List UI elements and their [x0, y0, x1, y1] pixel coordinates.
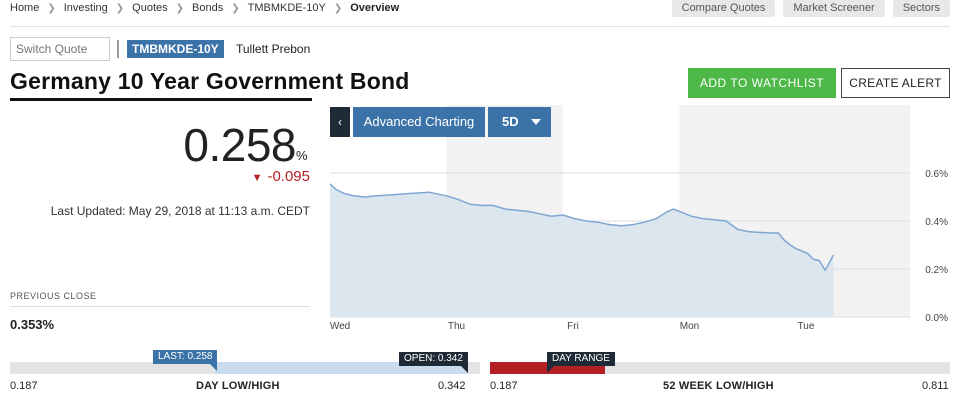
- chevron-right-icon: ❯: [333, 2, 343, 14]
- x-tick-label: Wed: [330, 321, 350, 332]
- price-chart[interactable]: 0.6% 0.4% 0.2% 0.0% Wed Thu Fri Mon Tue: [330, 105, 960, 335]
- chevron-right-icon: ❯: [175, 2, 185, 14]
- add-to-watchlist-button[interactable]: ADD TO WATCHLIST: [688, 68, 836, 98]
- breadcrumb-current: Overview: [350, 2, 400, 14]
- week52-low-value: 0.187: [490, 380, 518, 392]
- x-tick-label: Tue: [798, 321, 815, 332]
- breadcrumb-investing[interactable]: Investing: [63, 2, 108, 14]
- quote-source: Tullett Prebon: [236, 42, 311, 56]
- top-links: Compare Quotes Market Screener Sectors: [671, 0, 950, 17]
- compare-quotes-link[interactable]: Compare Quotes: [671, 0, 776, 17]
- y-tick-label: 0.6%: [925, 169, 948, 180]
- series-area: [330, 183, 834, 317]
- top-bar: Home ❯ Investing ❯ Quotes ❯ Bonds ❯ TMBM…: [0, 0, 960, 18]
- sectors-link[interactable]: Sectors: [892, 0, 950, 17]
- chevron-right-icon: ❯: [231, 2, 240, 14]
- previous-close-label: PREVIOUS CLOSE: [10, 291, 97, 301]
- divider: [10, 306, 310, 307]
- ticker-badge: TMBMKDE-10Y: [127, 40, 224, 58]
- day-range-label: DAY LOW/HIGH: [196, 380, 280, 392]
- create-alert-button[interactable]: CREATE ALERT: [841, 68, 950, 98]
- day-high-value: 0.342: [438, 380, 466, 392]
- x-tick-label: Mon: [680, 321, 699, 332]
- chevron-right-icon: ❯: [47, 2, 56, 14]
- breadcrumb-ticker[interactable]: TMBMKDE-10Y: [247, 2, 326, 14]
- chart-range-dropdown[interactable]: 5D: [488, 107, 551, 137]
- y-tick-label: 0.4%: [925, 217, 948, 228]
- triangle-down-icon: ▼: [251, 172, 263, 184]
- page-title: Germany 10 Year Government Bond: [10, 68, 410, 94]
- x-tick-label: Thu: [448, 321, 465, 332]
- chart-range-label: 5D: [502, 114, 519, 129]
- last-price-marker: LAST: 0.258: [153, 350, 218, 371]
- week52-range-label: 52 WEEK LOW/HIGH: [663, 380, 774, 392]
- y-tick-label: 0.2%: [925, 265, 948, 276]
- last-price: 0.258: [183, 119, 296, 171]
- breadcrumb: Home ❯ Investing ❯ Quotes ❯ Bonds ❯ TMBM…: [10, 2, 399, 14]
- market-screener-link[interactable]: Market Screener: [783, 0, 885, 17]
- day-low-value: 0.187: [10, 380, 38, 392]
- breadcrumb-quotes[interactable]: Quotes: [132, 2, 168, 14]
- last-updated: Last Updated: May 29, 2018 at 11:13 a.m.…: [50, 204, 310, 218]
- breadcrumb-bonds[interactable]: Bonds: [192, 2, 224, 14]
- price-change: ▼ -0.095: [180, 168, 310, 185]
- price-unit: %: [296, 148, 308, 163]
- week52-high-value: 0.811: [922, 380, 949, 392]
- breadcrumb-home[interactable]: Home: [10, 2, 40, 14]
- price-change-value: -0.095: [267, 168, 310, 185]
- divider: [117, 40, 119, 58]
- title-underline: [10, 98, 312, 101]
- divider: [10, 26, 950, 27]
- chart-back-button[interactable]: ‹: [330, 107, 350, 137]
- advanced-charting-button[interactable]: Advanced Charting: [353, 107, 485, 137]
- x-tick-label: Fri: [567, 321, 579, 332]
- day-range-marker: DAY RANGE: [547, 352, 615, 373]
- open-price-marker: OPEN: 0.342: [399, 352, 468, 373]
- switch-quote-input[interactable]: [10, 37, 110, 61]
- chevron-right-icon: ❯: [115, 2, 125, 14]
- series-line: [330, 183, 834, 272]
- previous-close-value: 0.353%: [10, 317, 55, 332]
- y-tick-label: 0.0%: [925, 313, 948, 324]
- caret-down-icon: [531, 119, 541, 125]
